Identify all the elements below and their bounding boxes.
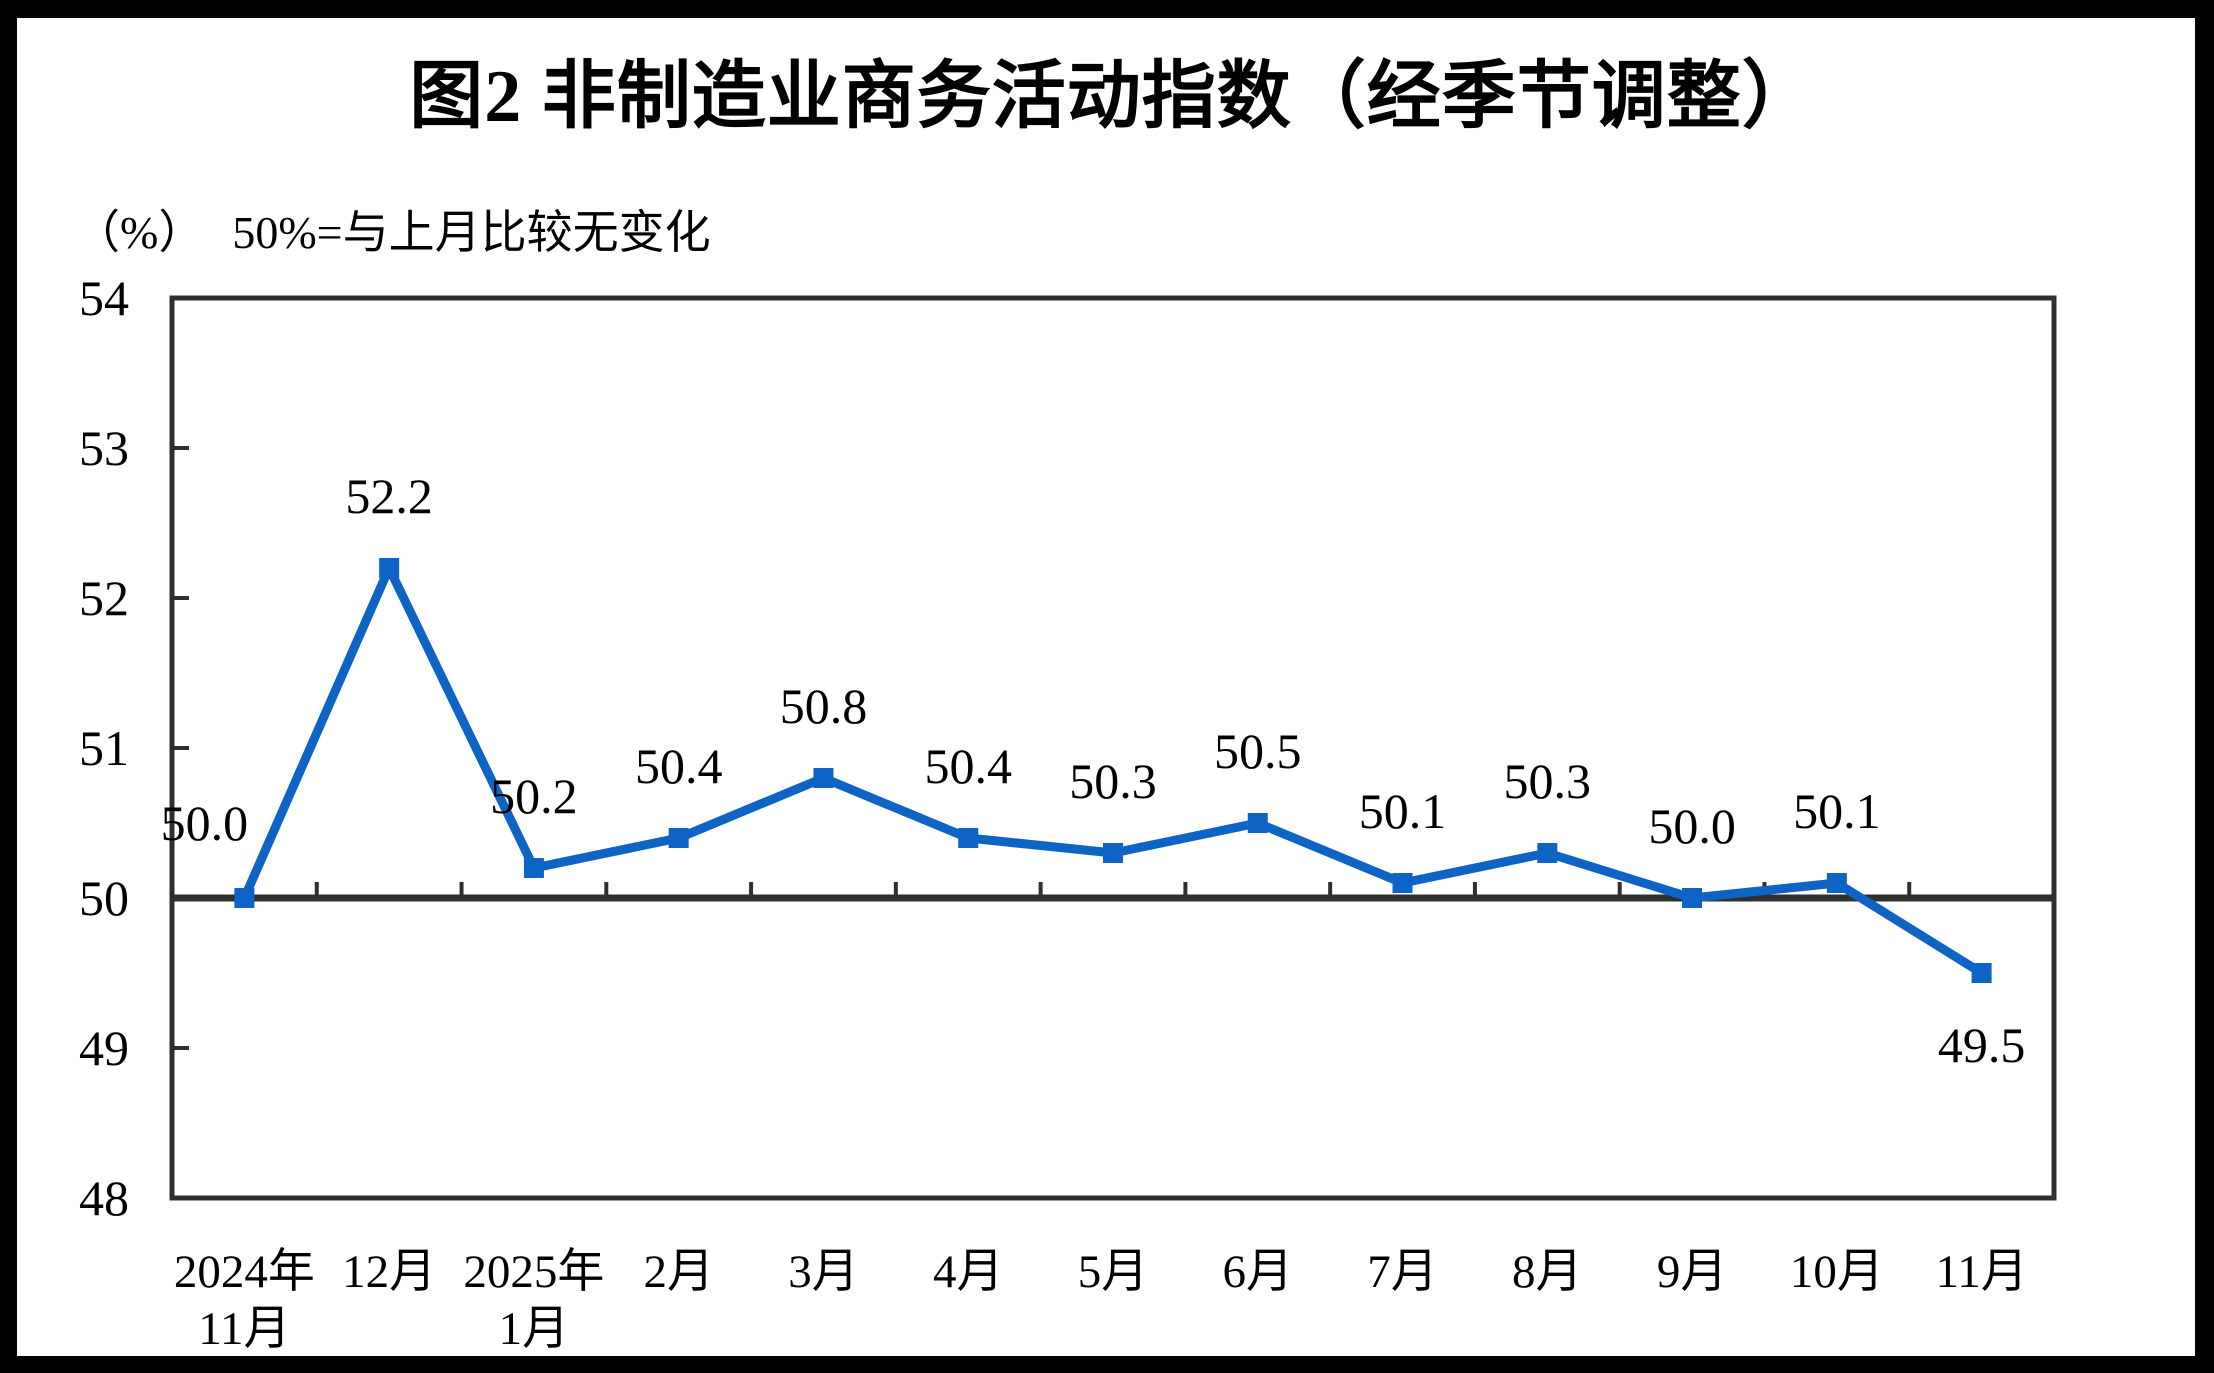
x-axis-label: 8月 [1512, 1246, 1583, 1298]
x-axis-label: 2025年 [463, 1246, 605, 1298]
data-point-label: 50.8 [780, 678, 868, 734]
data-point-marker [523, 858, 544, 878]
data-point-label: 52.2 [345, 468, 433, 524]
data-point-marker [379, 558, 400, 578]
data-point-marker [1247, 813, 1268, 833]
line-chart: 50.0 52.2 50.2 50.4 50.8 50.4 50.3 50.5 50.1 50.3… [161, 295, 2057, 1201]
data-point-label: 50.3 [1069, 753, 1157, 809]
data-point-label: 50.1 [1793, 783, 1881, 839]
chart-canvas: 图2 非制造业商务活动指数（经季节调整） （%） 50%=与上月比较无变化 50.… [17, 18, 2195, 1356]
y-axis-tick-label: 54 [79, 270, 129, 326]
data-point-marker [234, 888, 255, 908]
y-axis-tick-label: 50 [79, 870, 129, 926]
x-axis-label-line2: 11月 [198, 1303, 291, 1355]
x-axis-label: 4月 [932, 1246, 1004, 1298]
x-axis-label: 2024年 [173, 1246, 315, 1298]
y-axis-tick-label: 53 [79, 420, 129, 476]
x-axis-label: 9月 [1656, 1246, 1728, 1298]
x-axis-label: 3月 [788, 1246, 859, 1298]
data-point-marker [1103, 843, 1123, 863]
x-axis-label: 5月 [1077, 1246, 1149, 1298]
y-axis-tick-label: 51 [79, 720, 129, 776]
chart-title: 图2 非制造业商务活动指数（经季节调整） [409, 56, 1817, 138]
y-axis-tick-label: 49 [79, 1020, 129, 1076]
data-point-label: 50.0 [161, 795, 249, 851]
data-point-marker [1971, 963, 1992, 983]
axis-unit-note: （%） 50%=与上月比较无变化 [74, 196, 711, 262]
data-point-label: 50.2 [490, 768, 578, 824]
data-point-label: 50.4 [635, 738, 723, 794]
x-axis-label: 7月 [1367, 1246, 1438, 1298]
x-axis-label: 12月 [342, 1246, 437, 1298]
data-point-label: 50.5 [1214, 723, 1302, 779]
plot-border [169, 295, 2057, 1201]
data-point-marker [1682, 888, 1703, 908]
data-point-marker [1826, 873, 1847, 893]
data-point-label: 49.5 [1938, 1017, 2026, 1073]
data-point-marker [1392, 873, 1413, 893]
data-point-label: 50.1 [1359, 783, 1447, 839]
data-point-label: 50.0 [1648, 798, 1736, 854]
data-point-label: 50.4 [924, 738, 1012, 794]
y-axis-tick-label: 48 [79, 1170, 129, 1226]
x-axis-label: 2月 [643, 1246, 714, 1298]
data-point-label: 50.3 [1504, 753, 1592, 809]
y-axis-tick-label: 52 [79, 570, 129, 626]
data-point-marker [813, 768, 834, 788]
y-axis-unit-label: （%） [74, 207, 205, 258]
x-axis-label: 11月 [1935, 1246, 2028, 1298]
x-axis-label: 6月 [1222, 1246, 1294, 1298]
x-axis-label-line2: 1月 [498, 1303, 570, 1355]
x-axis-label: 10月 [1789, 1246, 1884, 1298]
data-point-marker [958, 828, 979, 848]
baseline-note: 50%=与上月比较无变化 [232, 207, 711, 258]
data-point-marker [1537, 843, 1558, 863]
data-point-marker [668, 828, 689, 848]
